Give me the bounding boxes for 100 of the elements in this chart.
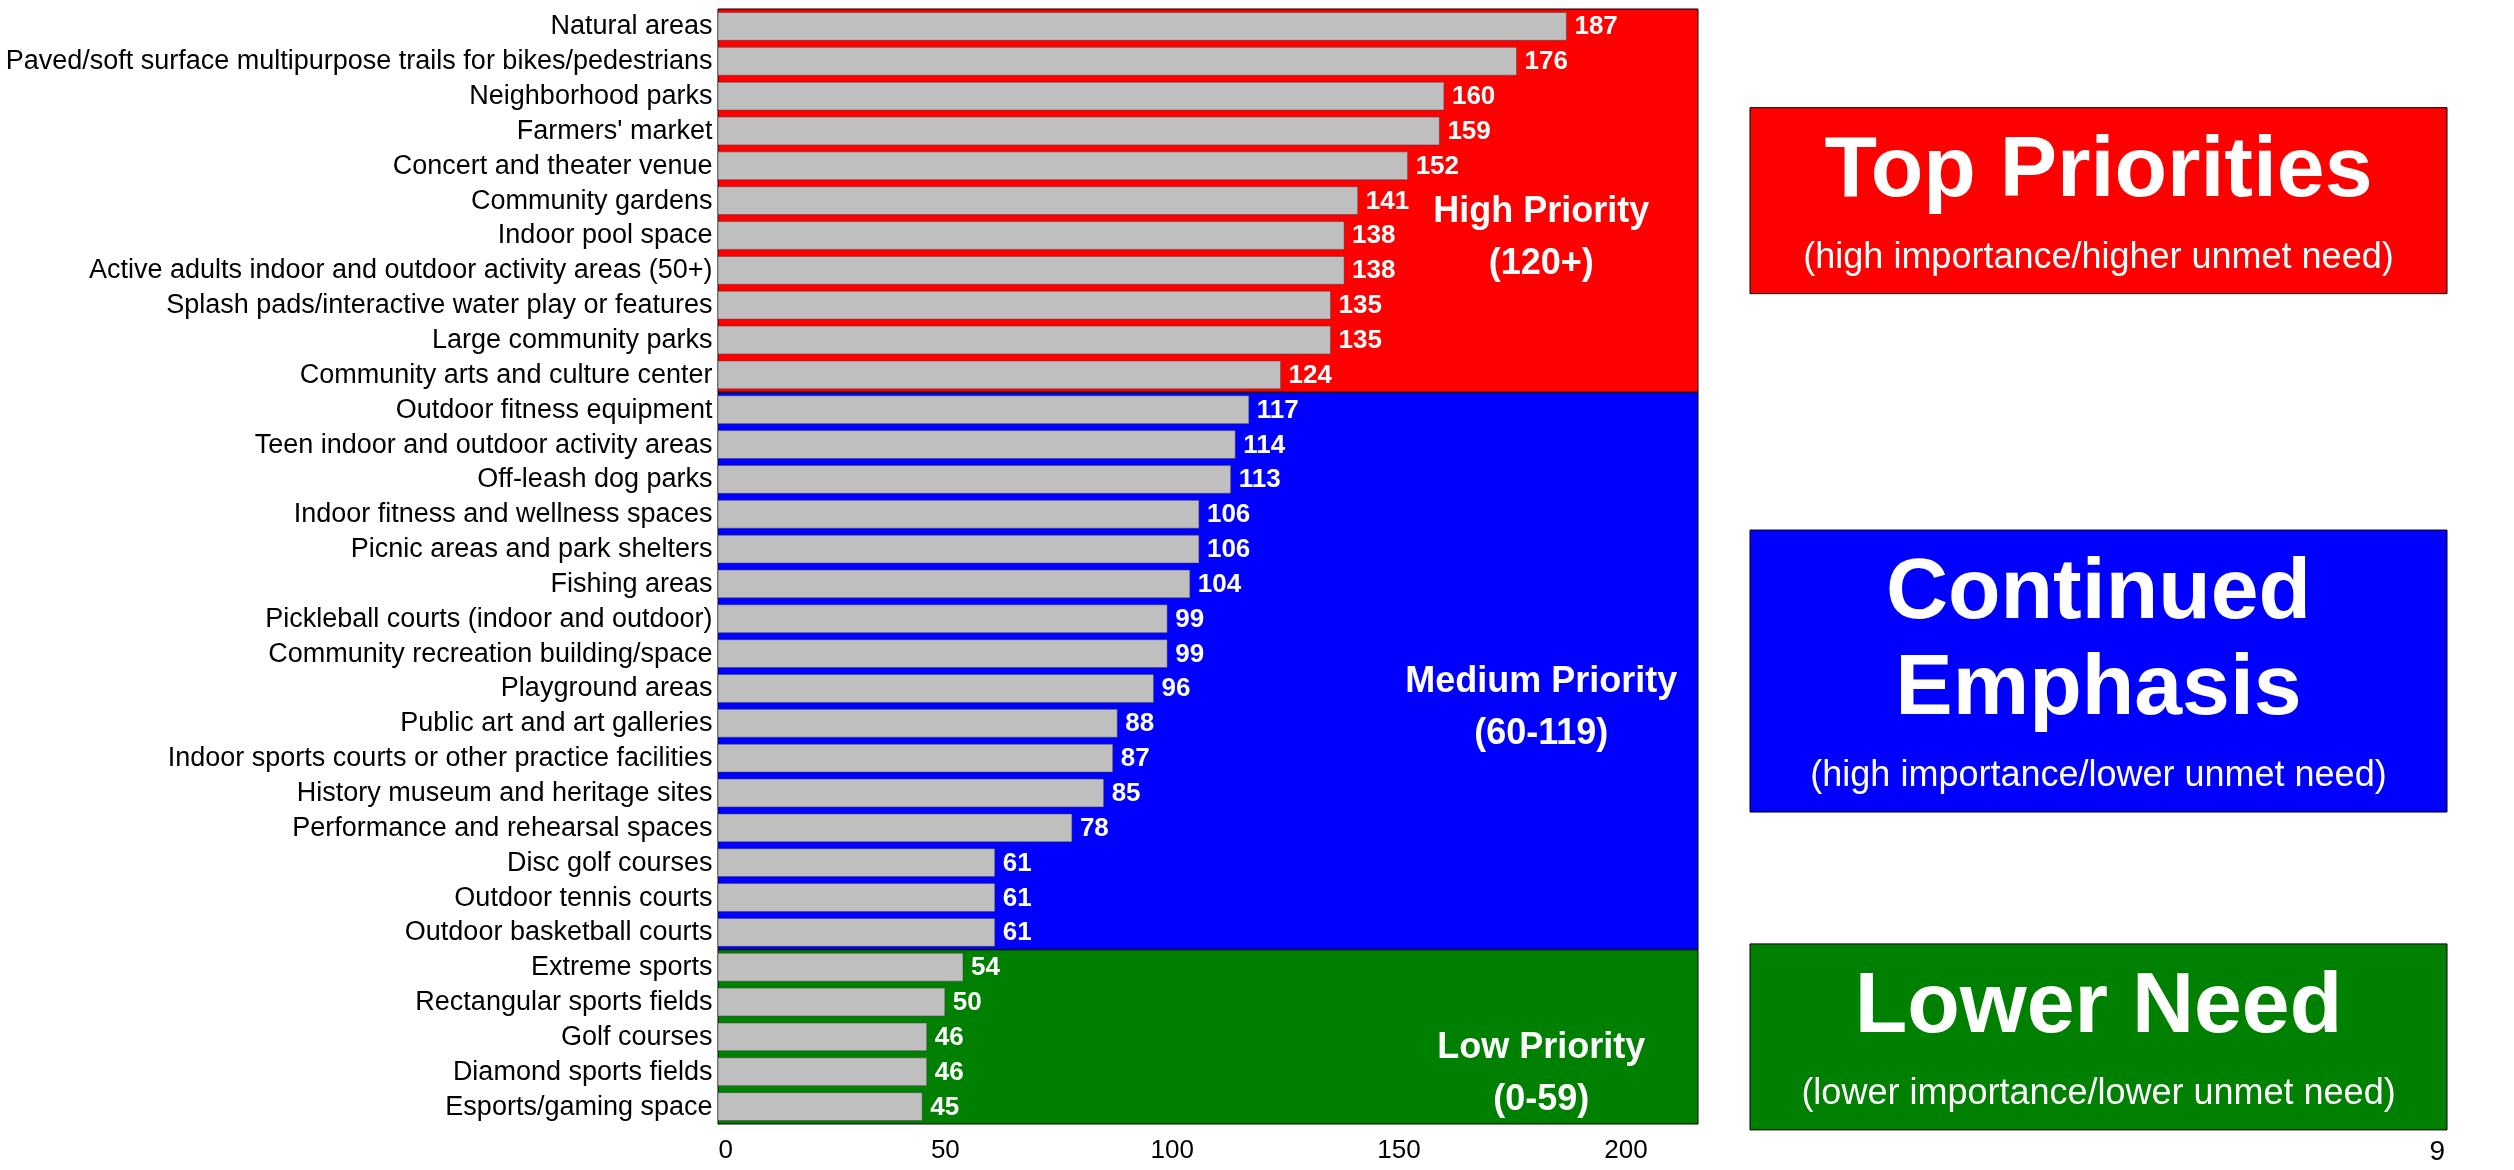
text: Lower Need xyxy=(1854,953,2343,1050)
y-tick-label: Large community parks xyxy=(431,324,713,355)
data-label: 135 xyxy=(1338,289,1382,320)
band-label: Low Priority (0-59) xyxy=(1437,1024,1646,1118)
data-label: 104 xyxy=(1197,567,1242,598)
y-tick-label: Rectangular sports fields xyxy=(415,986,713,1017)
data-label: 187 xyxy=(1574,10,1618,41)
text: 9 xyxy=(2429,1135,2445,1166)
y-tick-label: History museum and heritage sites xyxy=(296,776,713,807)
bar xyxy=(717,883,996,912)
y-tick-label: Golf courses xyxy=(560,1020,713,1051)
data-label: 124 xyxy=(1288,358,1333,389)
bar xyxy=(717,465,1231,494)
data-label: 88 xyxy=(1125,707,1155,738)
y-tick-label: Pickleball courts (indoor and outdoor) xyxy=(265,602,713,633)
bar xyxy=(717,360,1281,390)
y-tick-label: Esports/gaming space xyxy=(445,1090,713,1121)
data-label: 96 xyxy=(1161,672,1191,703)
data-label: 106 xyxy=(1206,533,1251,564)
data-label: 138 xyxy=(1352,219,1396,250)
bar xyxy=(717,953,964,982)
text: (high importance/higher unmet need) xyxy=(1803,234,2394,276)
data-label: 87 xyxy=(1120,742,1150,773)
y-tick-label: Farmers' market xyxy=(516,114,713,145)
bar xyxy=(717,395,1250,424)
y-tick-label: Playground areas xyxy=(500,672,713,703)
y-tick-label: Community gardens xyxy=(470,184,713,215)
bar xyxy=(717,1022,927,1052)
y-tick-label: Neighborhood parks xyxy=(469,80,713,111)
bar xyxy=(717,325,1331,355)
data-label: 99 xyxy=(1175,602,1205,633)
bar xyxy=(717,290,1331,320)
data-label: 50 xyxy=(952,986,982,1017)
y-tick-label: Community recreation building/space xyxy=(268,637,713,668)
data-label: 61 xyxy=(1002,881,1032,912)
data-label: 46 xyxy=(934,1020,964,1051)
data-label: 106 xyxy=(1206,498,1251,529)
data-label: 152 xyxy=(1415,149,1460,180)
y-tick-label: Concert and theater venue xyxy=(392,149,713,180)
bar xyxy=(717,848,996,877)
y-tick-label: Indoor fitness and wellness spaces xyxy=(293,498,713,529)
band-label: Medium Priority (60-119) xyxy=(1405,659,1678,753)
bar xyxy=(717,778,1104,808)
y-tick-label: Public art and art galleries xyxy=(400,707,713,738)
data-label: 138 xyxy=(1352,254,1396,285)
y-tick-label: Diamond sports fields xyxy=(452,1055,713,1086)
y-tick-label: Outdoor basketball courts xyxy=(404,916,713,947)
data-label: 54 xyxy=(971,951,1001,982)
y-tick-label: Outdoor fitness equipment xyxy=(395,393,713,424)
bar xyxy=(717,1057,927,1086)
band-label: High Priority (120+) xyxy=(1433,188,1650,282)
x-tick-label: 200 xyxy=(1604,1133,1648,1164)
y-tick-label: Extreme sports xyxy=(530,951,713,982)
data-label: 46 xyxy=(934,1055,964,1086)
data-label: 117 xyxy=(1256,393,1299,424)
bar xyxy=(717,47,1517,76)
data-label: 61 xyxy=(1002,916,1032,947)
y-tick-label: Off-leash dog parks xyxy=(477,463,713,494)
bar xyxy=(717,500,1200,529)
text: Top Priorities xyxy=(1824,117,2373,214)
y-tick-label: Picnic areas and park shelters xyxy=(350,533,713,564)
y-tick-label: Splash pads/interactive water play or features xyxy=(166,289,713,320)
y-tick-label: Teen indoor and outdoor activity areas xyxy=(254,428,713,459)
bar xyxy=(717,186,1358,215)
bar xyxy=(717,674,1154,703)
bar xyxy=(717,743,1113,773)
bar xyxy=(717,604,1168,633)
data-label: 85 xyxy=(1111,776,1141,807)
y-tick-label: Natural areas xyxy=(550,10,713,41)
bar xyxy=(717,81,1445,111)
data-label: 78 xyxy=(1079,811,1109,842)
y-tick-label: Indoor sports courts or other practice facilities xyxy=(167,742,713,773)
text: (high importance/lower unmet need) xyxy=(1810,753,2387,795)
y-tick-label: Paved/soft surface multipurpose trails for bikes/pedestrians xyxy=(5,45,713,76)
y-tick-label: Active adults indoor and outdoor activity areas (50+) xyxy=(88,254,713,285)
y-tick-label: Outdoor tennis courts xyxy=(454,881,713,912)
text: Continued Emphasis xyxy=(1885,540,2312,733)
bar xyxy=(717,569,1191,599)
data-label: 45 xyxy=(930,1090,960,1121)
x-tick-label: 50 xyxy=(930,1133,960,1164)
bar xyxy=(717,116,1440,146)
data-label: 114 xyxy=(1243,428,1286,459)
x-tick-label: 100 xyxy=(1150,1133,1194,1164)
y-tick-label: Disc golf courses xyxy=(506,846,713,877)
bar xyxy=(717,430,1236,459)
y-tick-label: Performance and rehearsal spaces xyxy=(292,811,713,842)
bar xyxy=(717,813,1073,843)
bar xyxy=(717,639,1168,668)
x-tick-label: 150 xyxy=(1377,1133,1421,1164)
data-label: 176 xyxy=(1524,45,1568,76)
text: (lower importance/lower unmet need) xyxy=(1801,1070,2396,1112)
bar xyxy=(717,709,1118,738)
bar xyxy=(717,534,1200,564)
y-tick-label: Indoor pool space xyxy=(497,219,713,250)
x-tick-label: 0 xyxy=(718,1133,733,1164)
data-label: 160 xyxy=(1451,80,1496,111)
data-label: 113 xyxy=(1238,463,1281,494)
y-tick-label: Fishing areas xyxy=(550,567,713,598)
bar xyxy=(717,151,1408,180)
bar xyxy=(717,221,1345,250)
